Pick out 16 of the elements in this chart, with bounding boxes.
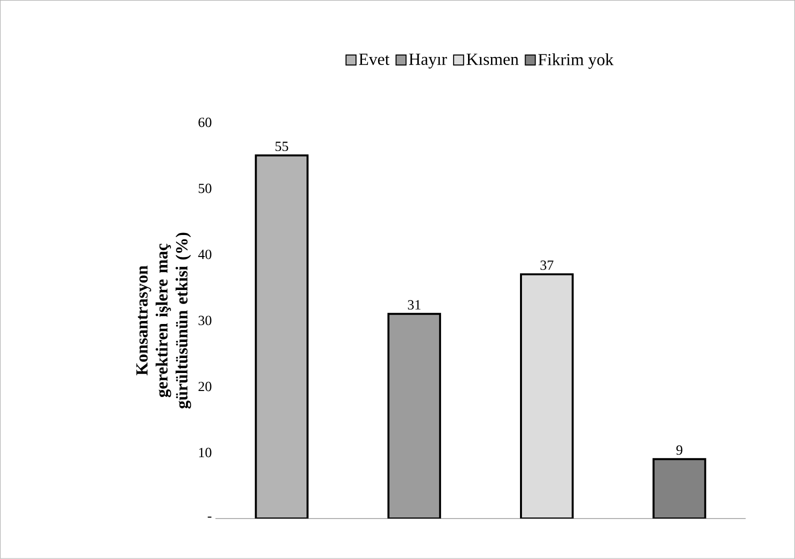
legend-label: Fikrim yok	[538, 53, 614, 69]
y-tick-label: 30	[198, 316, 212, 326]
legend-label: Hayır	[409, 54, 447, 69]
y-tick-label: 10	[199, 448, 212, 458]
y-tick-label: 40	[198, 250, 212, 260]
legend-label: Kısmen	[466, 54, 519, 66]
data-label: 9	[676, 445, 682, 455]
data-label: 31	[408, 300, 420, 310]
y-tick-label: 50	[198, 184, 212, 194]
y-tick-label: 60	[198, 118, 212, 128]
y-tick-label: 20	[198, 382, 212, 392]
y-axis-title: Konsantrasyon gerektiren işlere maç gürültüsünün etkisi (%)	[136, 232, 192, 409]
y-tick-label: -	[208, 516, 212, 518]
data-label: 37	[540, 260, 554, 270]
legend-label: Evet	[359, 54, 390, 66]
data-label: 55	[276, 142, 288, 152]
